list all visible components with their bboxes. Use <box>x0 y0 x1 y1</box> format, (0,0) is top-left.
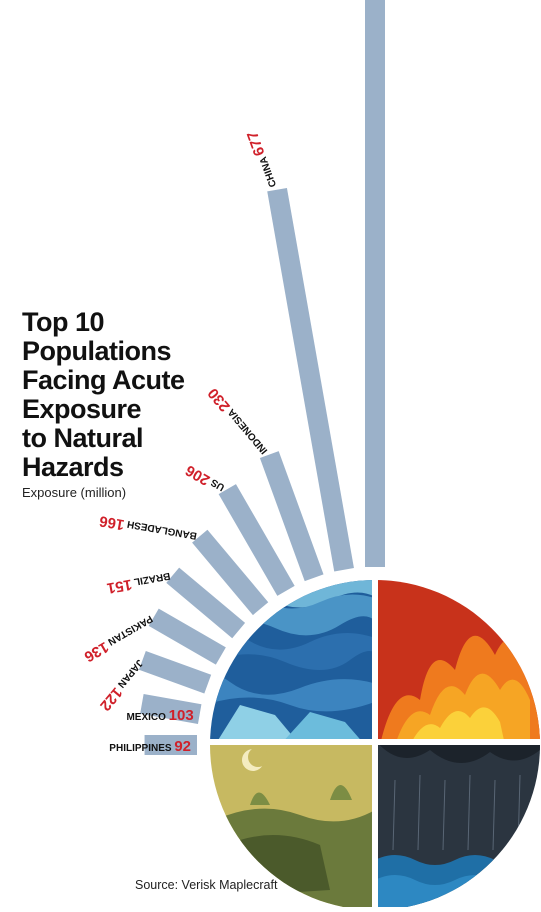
hazard-illustration <box>210 580 540 910</box>
bar-china <box>267 187 354 572</box>
bar-label-japan: JAPAN 122 <box>96 656 148 714</box>
bar-pakistan <box>148 608 226 665</box>
chart-subtitle: Exposure (million) <box>22 485 127 500</box>
bar-brazil <box>166 567 246 639</box>
fire-quadrant <box>375 580 540 745</box>
value-label: 92 <box>174 738 191 755</box>
bar-label-china: CHINA 677 <box>244 129 280 190</box>
bar-label-brazil: BRAZIL 151 <box>106 569 172 597</box>
bar-mexico <box>140 694 202 724</box>
category-label: BANGLADESH <box>124 517 198 541</box>
value-label: 166 <box>98 512 126 533</box>
storm-quadrant <box>375 745 540 910</box>
bar-label-mexico: MEXICO 103 <box>126 707 193 724</box>
category-label: INDONESIA <box>225 404 271 455</box>
bar-bangladesh <box>192 529 269 616</box>
category-label: PHILIPPINES <box>109 743 174 754</box>
value-label: 103 <box>169 707 194 724</box>
bar-label-bangladesh: BANGLADESH 166 <box>98 512 198 546</box>
category-label: MEXICO <box>126 712 168 723</box>
bar-us <box>218 484 295 596</box>
value-label: 677 <box>244 129 269 158</box>
value-label: 151 <box>106 576 134 597</box>
category-label: CHINA <box>257 153 279 189</box>
source-note: Source: Verisk Maplecraft <box>135 878 278 892</box>
bars <box>138 0 385 755</box>
category-label: JAPAN <box>113 657 145 692</box>
chart-title: Top 10 Populations Facing Acute Exposure… <box>22 307 185 482</box>
bar-japan <box>138 650 212 694</box>
title-block: Top 10 Populations Facing Acute Exposure… <box>22 307 222 501</box>
bar-india <box>365 0 385 567</box>
category-label: PAKISTAN <box>103 613 154 649</box>
bar-indonesia <box>259 451 324 582</box>
bar-philippines <box>144 735 197 755</box>
water-quadrant <box>210 580 375 745</box>
category-label: BRAZIL <box>130 570 171 588</box>
bar-label-philippines: PHILIPPINES 92 <box>109 738 191 755</box>
